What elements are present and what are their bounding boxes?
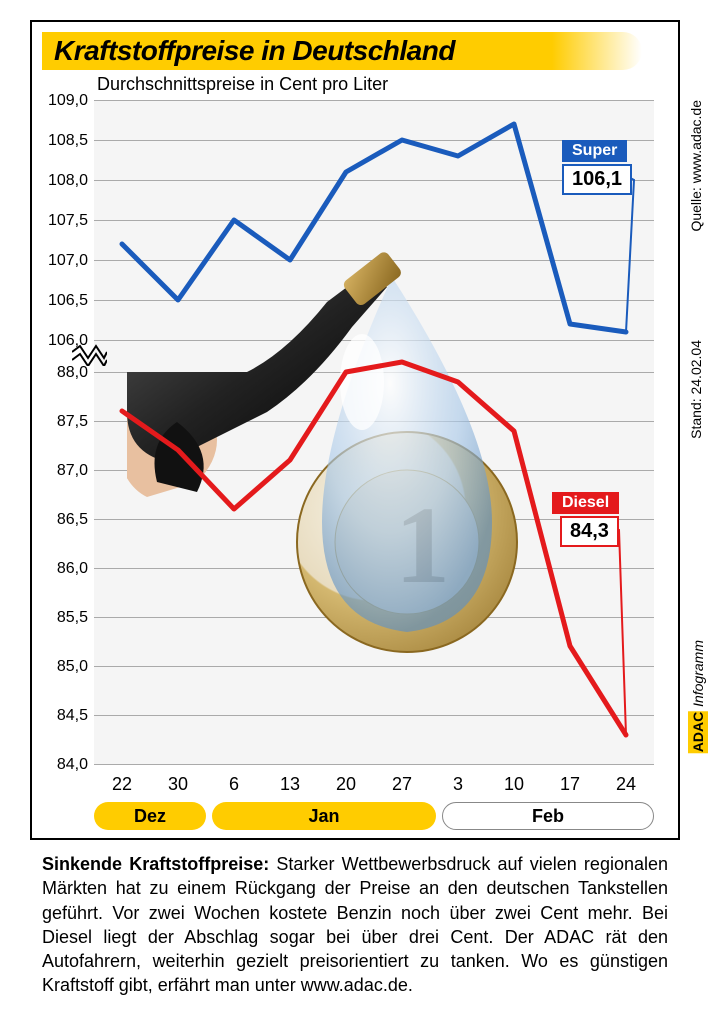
x-tick: 20	[318, 774, 374, 795]
y-tick-lower: 87,0	[38, 462, 88, 480]
x-tick: 22	[94, 774, 150, 795]
y-tick-lower: 85,5	[38, 609, 88, 627]
y-tick-lower: 84,0	[38, 756, 88, 774]
super-current-value: 106,1	[562, 164, 632, 195]
y-tick-upper: 106,5	[38, 292, 88, 310]
x-tick: 13	[262, 774, 318, 795]
y-tick-lower: 84,5	[38, 707, 88, 725]
x-tick: 17	[542, 774, 598, 795]
x-tick: 6	[206, 774, 262, 795]
caption-lead: Sinkende Kraftstoffpreise:	[42, 854, 269, 874]
super-line	[122, 124, 626, 332]
y-tick-upper: 109,0	[38, 92, 88, 110]
y-tick-lower: 86,0	[38, 560, 88, 578]
caption: Sinkende Kraftstoffpreise: Starker Wettb…	[42, 852, 668, 998]
adac-logo-text: ADAC	[688, 711, 708, 753]
y-tick-upper: 108,0	[38, 172, 88, 190]
diesel-current-value: 84,3	[560, 516, 619, 547]
caption-body: Starker Wettbewerbsdruck auf vielen regi…	[42, 854, 668, 995]
infogramm-text: Infogramm	[690, 640, 706, 707]
y-tick-lower: 86,5	[38, 511, 88, 529]
y-tick-lower: 85,0	[38, 658, 88, 676]
chart-subtitle: Durchschnittspreise in Cent pro Liter	[97, 74, 388, 95]
x-tick: 27	[374, 774, 430, 795]
y-tick-upper: 107,0	[38, 252, 88, 270]
brand-credit: ADAC Infogramm	[690, 640, 706, 753]
x-tick: 10	[486, 774, 542, 795]
super-series-label: Super	[562, 140, 627, 162]
y-tick-lower: 88,0	[38, 364, 88, 382]
month-label-feb: Feb	[442, 802, 654, 830]
y-tick-lower: 87,5	[38, 413, 88, 431]
chart-frame: Kraftstoffpreise in Deutschland Durchsch…	[30, 20, 680, 840]
chart-title: Kraftstoffpreise in Deutschland	[54, 35, 455, 67]
x-tick: 3	[430, 774, 486, 795]
diesel-line	[122, 362, 626, 735]
line-chart-svg	[94, 100, 654, 765]
month-label-jan: Jan	[212, 802, 436, 830]
y-tick-upper: 107,5	[38, 212, 88, 230]
diesel-series-label: Diesel	[552, 492, 619, 514]
source-text: Quelle: www.adac.de	[688, 100, 704, 232]
x-tick: 30	[150, 774, 206, 795]
x-tick: 24	[598, 774, 654, 795]
diesel-leader	[592, 520, 626, 735]
title-bar: Kraftstoffpreise in Deutschland	[42, 32, 642, 70]
y-tick-upper: 108,5	[38, 132, 88, 150]
month-label-dez: Dez	[94, 802, 206, 830]
date-stamp: Stand: 24.02.04	[688, 340, 704, 439]
